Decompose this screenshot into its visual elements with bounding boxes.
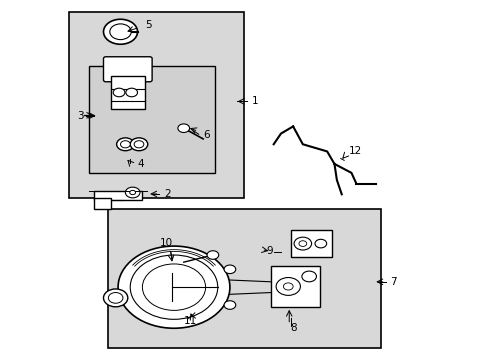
Circle shape [134, 141, 143, 148]
Bar [94, 191, 142, 200]
Bar [108, 208, 380, 348]
Circle shape [301, 271, 316, 282]
Circle shape [224, 301, 235, 309]
Bar [111, 76, 144, 109]
Text: 3: 3 [77, 111, 83, 121]
Text: 8: 8 [290, 323, 297, 333]
Text: 9: 9 [266, 247, 272, 256]
Circle shape [283, 283, 292, 290]
Circle shape [103, 19, 137, 44]
Text: 4: 4 [137, 159, 144, 169]
FancyBboxPatch shape [103, 57, 152, 82]
Text: 11: 11 [183, 316, 197, 326]
Bar [271, 266, 319, 307]
Text: 12: 12 [348, 147, 362, 157]
Circle shape [116, 138, 134, 151]
Circle shape [130, 255, 217, 319]
Circle shape [178, 124, 189, 132]
Circle shape [130, 138, 147, 151]
Text: 5: 5 [144, 19, 151, 30]
Circle shape [113, 88, 124, 97]
Bar [94, 198, 111, 208]
Circle shape [120, 141, 130, 148]
Circle shape [142, 264, 205, 310]
Circle shape [314, 239, 326, 248]
Circle shape [298, 241, 306, 247]
Circle shape [108, 293, 122, 303]
Text: 2: 2 [164, 189, 170, 199]
Circle shape [129, 190, 135, 195]
Bar [290, 230, 331, 257]
Circle shape [276, 278, 300, 296]
Circle shape [103, 289, 127, 307]
Text: 6: 6 [203, 130, 209, 140]
Circle shape [125, 187, 140, 198]
Text: 10: 10 [159, 238, 172, 248]
Bar [89, 66, 215, 173]
Circle shape [224, 265, 235, 274]
Bar [69, 12, 244, 198]
Text: 1: 1 [251, 96, 258, 107]
Circle shape [206, 251, 218, 259]
Text: 7: 7 [389, 277, 396, 287]
Circle shape [293, 237, 311, 250]
Circle shape [110, 24, 131, 40]
Circle shape [118, 246, 229, 328]
Circle shape [125, 88, 137, 97]
